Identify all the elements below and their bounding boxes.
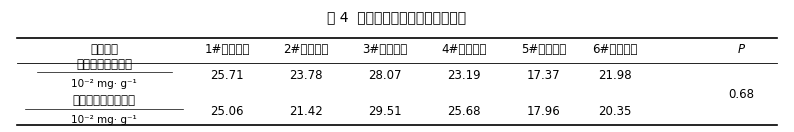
Text: 2#青贮饲料: 2#青贮饲料 xyxy=(283,43,329,56)
Text: 17.96: 17.96 xyxy=(526,105,561,118)
Text: 20.35: 20.35 xyxy=(598,105,631,118)
Text: 自动凯氏定氮仪法: 自动凯氏定氮仪法 xyxy=(76,58,133,71)
Text: 28.07: 28.07 xyxy=(368,69,402,82)
Text: 6#青贮饲料: 6#青贮饲料 xyxy=(592,43,638,56)
Text: 29.51: 29.51 xyxy=(368,105,402,118)
Text: 25.68: 25.68 xyxy=(448,105,481,118)
Text: 25.06: 25.06 xyxy=(210,105,244,118)
Text: 5#青贮饲料: 5#青贮饲料 xyxy=(521,43,566,56)
Text: 手动半微量碱蒸馏法: 手动半微量碱蒸馏法 xyxy=(73,94,136,107)
Text: P: P xyxy=(738,43,745,56)
Text: 23.78: 23.78 xyxy=(289,69,322,82)
Text: 0.68: 0.68 xyxy=(728,88,754,101)
Text: 表 4  不同方法测定氨态氮结果比较: 表 4 不同方法测定氨态氮结果比较 xyxy=(327,10,467,24)
Text: 10⁻² mg· g⁻¹: 10⁻² mg· g⁻¹ xyxy=(71,115,137,125)
Text: 1#青贮饲料: 1#青贮饲料 xyxy=(204,43,249,56)
Text: 21.98: 21.98 xyxy=(598,69,631,82)
Text: 25.71: 25.71 xyxy=(210,69,244,82)
Text: 21.42: 21.42 xyxy=(289,105,323,118)
Text: 测定方法: 测定方法 xyxy=(91,43,118,56)
Text: 3#青贮饲料: 3#青贮饲料 xyxy=(363,43,408,56)
Text: 23.19: 23.19 xyxy=(448,69,481,82)
Text: 17.37: 17.37 xyxy=(526,69,561,82)
Text: 10⁻² mg· g⁻¹: 10⁻² mg· g⁻¹ xyxy=(71,79,137,89)
Text: 4#青贮饲料: 4#青贮饲料 xyxy=(441,43,487,56)
